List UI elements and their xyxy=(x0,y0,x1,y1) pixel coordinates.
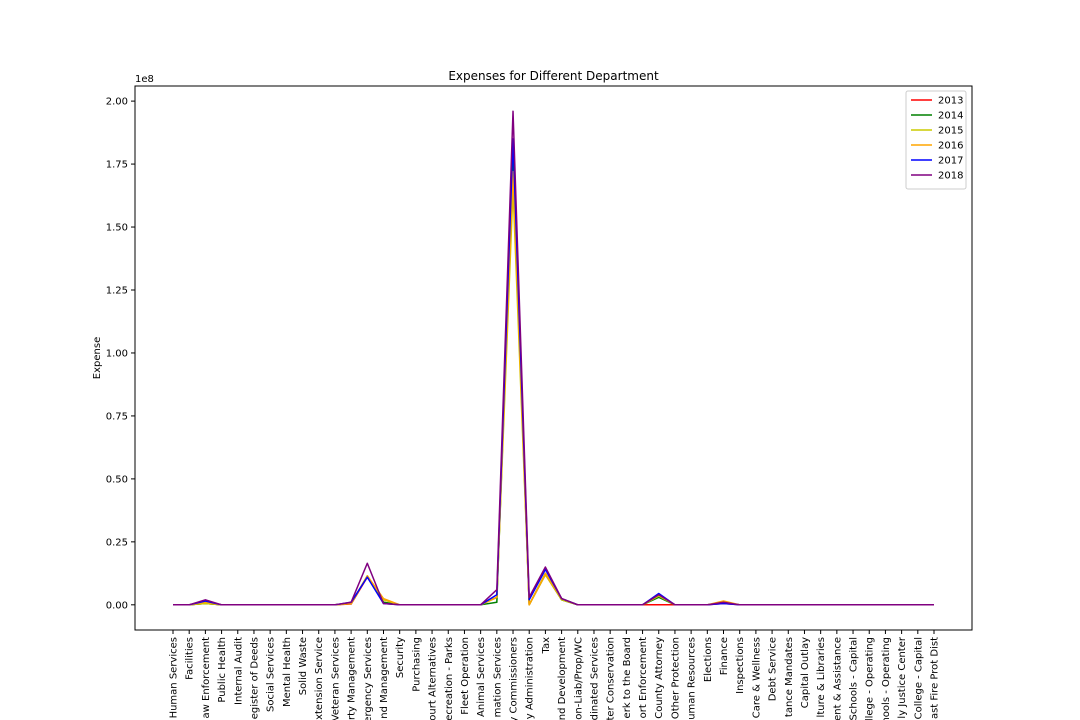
x-tick-label: Social Services xyxy=(266,637,277,712)
y-tick-label: 0.00 xyxy=(106,600,128,611)
legend-label-2013: 2013 xyxy=(938,96,963,107)
y-tick-label: 0.75 xyxy=(106,411,128,422)
x-tick-label: ent & Assistance xyxy=(832,637,843,720)
x-tick-label: College - Capital xyxy=(913,637,924,719)
x-tick-label: Veteran Services xyxy=(330,637,341,720)
x-tick-label: ourt Alternatives xyxy=(428,637,439,720)
legend-label-2017: 2017 xyxy=(938,156,963,167)
x-tick-label: ort Enforcement xyxy=(638,637,649,718)
x-tick-label: Elections xyxy=(703,637,714,682)
x-tick-label: mation Services xyxy=(492,637,503,717)
x-tick-label: y Commissioners xyxy=(509,637,520,720)
x-tick-label: y Administration xyxy=(525,637,536,719)
x-tick-label: Animal Services xyxy=(476,637,487,717)
x-tick-label: ly Justice Center xyxy=(897,636,908,718)
x-tick-label: llege - Operating xyxy=(865,637,876,720)
x-tick-label: Schools - Capital xyxy=(849,637,860,720)
x-tick-label: on-Liab/Prop/WC xyxy=(573,637,584,720)
x-tick-label: Mental Health xyxy=(282,637,293,707)
x-tick-label: uman Resources xyxy=(687,637,698,720)
x-tick-label: Debt Service xyxy=(768,637,779,701)
y-axis-multiplier: 1e8 xyxy=(135,74,154,85)
x-tick-label: tance Mandates xyxy=(784,637,795,717)
x-tick-label: Other Protection xyxy=(670,637,681,719)
x-tick-label: rty Management xyxy=(347,637,358,720)
legend-label-2014: 2014 xyxy=(938,111,963,122)
series-line-2015 xyxy=(173,188,934,606)
x-tick-label: xtension Service xyxy=(314,637,325,720)
x-tick-label: Public Health xyxy=(217,637,228,703)
x-tick-label: dinated Services xyxy=(589,637,600,720)
x-tick-label: egister of Deeds xyxy=(249,637,260,719)
x-tick-label: Security xyxy=(395,637,406,678)
x-tick-label: erk to the Board xyxy=(622,637,633,718)
x-tick-label: Solid Waste xyxy=(298,637,309,695)
chart-title: Expenses for Different Department xyxy=(448,69,659,83)
x-tick-label: nd Management xyxy=(379,637,390,719)
series-line-2014 xyxy=(173,158,934,606)
x-tick-label: ecreation - Parks xyxy=(444,637,455,720)
plot-area xyxy=(173,110,934,606)
x-tick-label: Facilities xyxy=(185,637,196,680)
x-tick-label: Human Services xyxy=(169,637,180,718)
x-tick-label: Capital Outlay xyxy=(800,637,811,708)
plot-frame xyxy=(134,85,973,631)
x-tick-label: Internal Audit xyxy=(233,637,244,705)
x-tick-label: Fleet Operation xyxy=(460,637,471,715)
x-tick-label: Care & Wellness xyxy=(751,637,762,718)
legend-label-2018: 2018 xyxy=(938,171,963,182)
x-axis: Human Services Facilities aw Enforcement Pu… xyxy=(169,630,941,720)
y-tick-label: 0.50 xyxy=(106,474,128,485)
x-tick-label: hools - Operating xyxy=(881,637,892,720)
y-tick-label: 2.00 xyxy=(106,97,128,108)
x-tick-label: County Attorney xyxy=(654,637,665,719)
legend-label-2016: 2016 xyxy=(938,141,963,152)
x-tick-label: Tax xyxy=(541,637,552,655)
x-tick-label: Purchasing xyxy=(411,637,422,692)
series-line-2017 xyxy=(173,138,934,606)
x-tick-label: Inspections xyxy=(735,637,746,694)
legend-label-2015: 2015 xyxy=(938,126,963,137)
y-tick-label: 1.25 xyxy=(106,286,128,297)
y-axis-label: Expense xyxy=(92,337,103,379)
x-tick-label: ergency Services xyxy=(363,637,374,720)
y-axis: 0.00 0.25 0.50 0.75 1.00 1.25 1.50 1.75 2.00 xyxy=(106,97,135,611)
y-tick-label: 1.50 xyxy=(106,223,128,234)
y-tick-label: 0.25 xyxy=(106,537,128,548)
series-line-2018 xyxy=(173,110,934,606)
x-tick-label: lture & Libraries xyxy=(816,637,827,717)
y-tick-label: 1.00 xyxy=(106,348,128,359)
series-line-2016 xyxy=(173,170,934,606)
y-tick-label: 1.75 xyxy=(106,160,128,171)
series-line-2013 xyxy=(173,163,934,606)
x-tick-label: ter Conservation xyxy=(606,637,617,720)
x-tick-label: Finance xyxy=(719,637,730,675)
legend: 2013 2014 2015 2016 2017 2018 xyxy=(905,90,967,190)
x-tick-label: aw Enforcement xyxy=(201,637,212,719)
x-tick-label: nd Development xyxy=(557,637,568,720)
x-tick-label: ast Fire Prot Dist xyxy=(930,637,941,719)
